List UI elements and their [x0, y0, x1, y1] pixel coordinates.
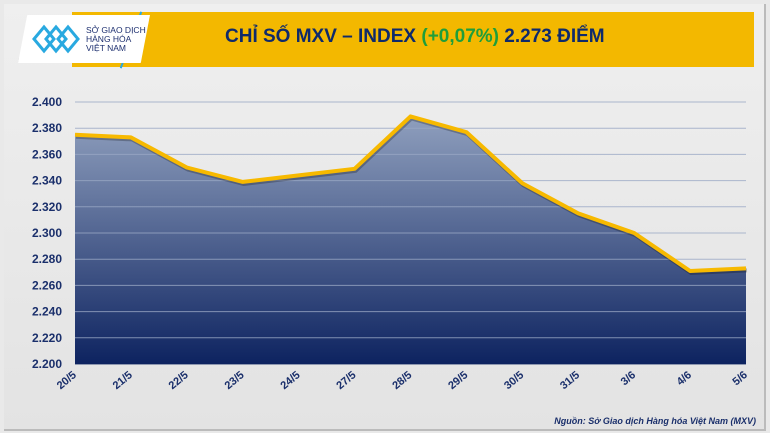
- x-tick-label: 29/5: [446, 369, 470, 392]
- source-note: Nguồn: Sở Giao dịch Hàng hóa Việt Nam (M…: [554, 416, 756, 426]
- x-tick-label: 31/5: [558, 369, 582, 392]
- y-tick-label: 2.240: [32, 305, 62, 319]
- x-tick-label: 3/6: [619, 369, 638, 388]
- x-tick-label: 30/5: [502, 369, 526, 392]
- y-tick-label: 2.200: [32, 357, 62, 371]
- y-tick-label: 2.400: [32, 95, 62, 109]
- title-prefix: CHỈ SỐ MXV – INDEX: [225, 26, 422, 47]
- title-value: 2.273 ĐIỂM: [499, 26, 605, 47]
- y-tick-label: 2.360: [32, 147, 62, 161]
- y-tick-label: 2.340: [32, 174, 62, 188]
- title-banner: [72, 12, 754, 67]
- x-tick-label: 21/5: [111, 369, 135, 392]
- logo-line: SỞ GIAO DỊCH: [86, 25, 146, 35]
- x-tick-label: 22/5: [167, 369, 191, 392]
- x-tick-label: 24/5: [278, 369, 302, 392]
- chart-title: CHỈ SỐ MXV – INDEX (+0,07%) 2.273 ĐIỂM: [225, 26, 605, 48]
- x-tick-label: 23/5: [223, 369, 247, 392]
- x-tick-label: 5/6: [730, 369, 749, 388]
- area-fill: [75, 116, 746, 364]
- y-tick-label: 2.380: [32, 121, 62, 135]
- logo-mark-icon: [32, 24, 80, 54]
- logo-text: SỞ GIAO DỊCH HÀNG HÓA VIỆT NAM: [86, 26, 146, 53]
- y-tick-label: 2.320: [32, 200, 62, 214]
- logo-line: VIỆT NAM: [86, 43, 126, 53]
- y-tick-label: 2.300: [32, 226, 62, 240]
- x-tick-label: 27/5: [334, 369, 358, 392]
- mxv-logo: [18, 15, 150, 63]
- x-tick-label: 20/5: [55, 369, 79, 392]
- y-tick-label: 2.280: [32, 252, 62, 266]
- logo-line: HÀNG HÓA: [86, 34, 132, 44]
- x-tick-label: 4/6: [675, 369, 694, 388]
- y-tick-label: 2.220: [32, 331, 62, 345]
- x-tick-label: 28/5: [390, 369, 414, 392]
- y-tick-label: 2.260: [32, 278, 62, 292]
- title-change: (+0,07%): [421, 26, 499, 47]
